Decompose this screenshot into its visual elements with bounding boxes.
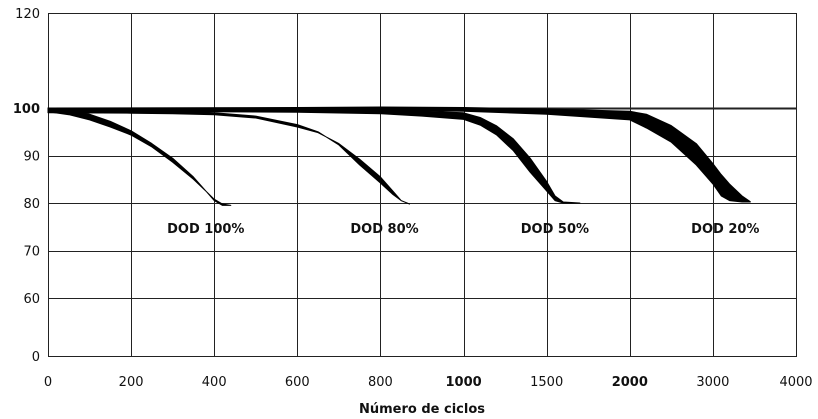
x-tick-label-0: 0 xyxy=(44,375,52,390)
band-dod-80 xyxy=(47,107,410,205)
y-tick-label-70: 70 xyxy=(23,245,40,260)
x-tick-label-1500: 1500 xyxy=(530,375,563,390)
dod-bands xyxy=(47,106,751,206)
y-tick-label-120: 120 xyxy=(15,7,40,22)
x-tick-label-3000: 3000 xyxy=(696,375,729,390)
band-dod-50 xyxy=(47,107,581,204)
band-label-dod-50: DOD 50% xyxy=(521,222,589,237)
grid xyxy=(48,13,797,357)
y-tick-label-80: 80 xyxy=(23,197,40,212)
band-label-dod-100: DOD 100% xyxy=(167,222,244,237)
y-tick-label-100: 100 xyxy=(13,102,40,117)
y-axis-ticks: 0 60 70 80 90 100 120 xyxy=(13,7,40,365)
x-axis-ticks: 0 200 400 600 800 1000 1500 2000 3000 4000 xyxy=(44,375,813,390)
band-label-dod-80: DOD 80% xyxy=(350,222,418,237)
x-tick-label-600: 600 xyxy=(285,375,310,390)
y-tick-label-0: 0 xyxy=(32,350,40,365)
band-labels: DOD 100% DOD 80% DOD 50% DOD 20% xyxy=(167,222,759,237)
x-tick-label-400: 400 xyxy=(202,375,227,390)
x-tick-label-200: 200 xyxy=(119,375,144,390)
x-tick-label-2000: 2000 xyxy=(612,375,648,390)
x-tick-label-1000: 1000 xyxy=(446,375,482,390)
band-label-dod-20: DOD 20% xyxy=(691,222,759,237)
plot-frame xyxy=(48,13,797,357)
x-axis-title: Número de ciclos xyxy=(359,402,485,417)
y-tick-label-90: 90 xyxy=(23,150,40,165)
y-tick-label-60: 60 xyxy=(23,292,40,307)
x-tick-label-800: 800 xyxy=(368,375,393,390)
band-dod-20 xyxy=(47,106,751,203)
band-dod-100 xyxy=(47,107,232,206)
x-tick-label-4000: 4000 xyxy=(779,375,812,390)
